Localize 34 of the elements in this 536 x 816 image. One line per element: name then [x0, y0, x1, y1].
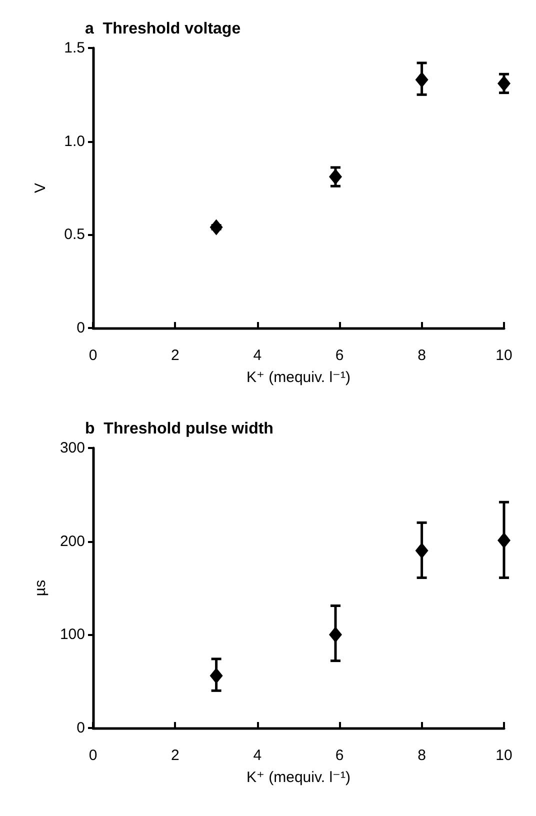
- x-tick-label: 4: [253, 347, 262, 364]
- y-tick-label: 200: [60, 532, 85, 550]
- x-tick-label: 6: [335, 347, 344, 364]
- point: [328, 626, 342, 643]
- x-tick-label: 0: [88, 347, 98, 364]
- point: [210, 668, 223, 684]
- y-tick-label: 0.5: [64, 226, 85, 244]
- point: [210, 219, 223, 236]
- x-tick-label: 6: [335, 747, 344, 764]
- x-tick-label: 8: [418, 347, 426, 364]
- point: [498, 75, 510, 92]
- x-tick-label: 10: [496, 347, 512, 364]
- y-tick-label: 1.5: [64, 40, 85, 56]
- x-axis-title: K⁺ (mequiv. l⁻¹): [246, 369, 350, 386]
- point: [328, 168, 342, 185]
- x-tick-label: 10: [496, 747, 512, 764]
- x-tick-label: 8: [418, 747, 426, 764]
- chart-title: a Threshold voltage: [85, 20, 241, 38]
- point: [415, 542, 428, 559]
- y-tick-label: 100: [60, 626, 85, 644]
- chart-title: b Threshold pulse width: [85, 420, 274, 438]
- point: [498, 532, 510, 548]
- x-tick-label: 0: [88, 747, 98, 764]
- y-axis-title: V: [32, 182, 49, 194]
- y-tick-label: 0: [76, 320, 85, 336]
- x-tick-label: 2: [171, 747, 180, 764]
- y-tick-label: 0: [76, 720, 85, 736]
- y-axis-title: µs: [32, 580, 49, 596]
- x-tick-label: 4: [253, 747, 262, 764]
- x-axis-title: K⁺ (mequiv. l⁻¹): [246, 769, 350, 786]
- point: [415, 72, 428, 88]
- y-tick-label: 1.0: [64, 132, 85, 150]
- x-tick-label: 2: [171, 347, 180, 364]
- y-tick-label: 300: [60, 440, 85, 456]
